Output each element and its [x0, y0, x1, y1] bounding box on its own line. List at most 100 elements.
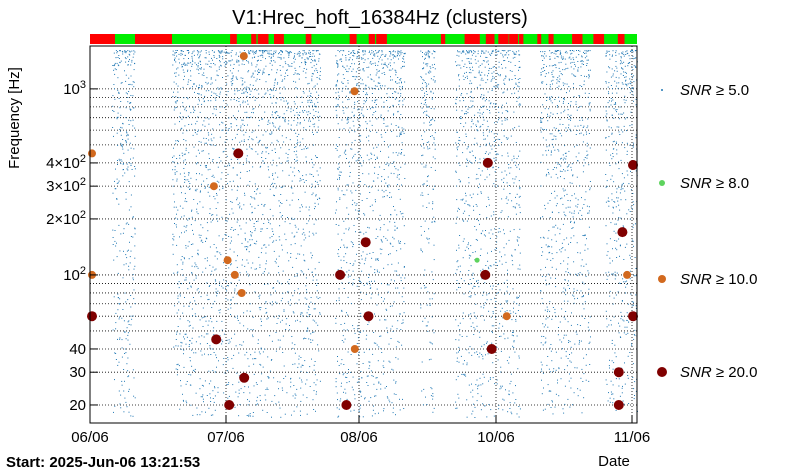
noise-dot — [203, 120, 205, 122]
noise-dot — [297, 73, 299, 75]
noise-dot — [433, 332, 435, 334]
noise-dot — [258, 68, 260, 70]
noise-dot — [464, 72, 465, 74]
noise-dot — [298, 199, 299, 201]
noise-dot — [487, 79, 489, 81]
noise-dot — [544, 408, 546, 410]
noise-dot — [390, 79, 391, 81]
noise-dot — [566, 83, 568, 85]
noise-dot — [210, 380, 212, 382]
noise-dot — [184, 107, 186, 109]
noise-dot — [550, 151, 552, 153]
noise-dot — [356, 203, 358, 205]
noise-dot — [399, 135, 400, 137]
noise-dot — [369, 205, 371, 207]
noise-dot — [314, 208, 315, 210]
noise-dot — [560, 55, 562, 57]
noise-dot — [491, 342, 493, 344]
noise-dot — [120, 114, 122, 116]
noise-dot — [338, 299, 340, 301]
noise-dot — [281, 319, 283, 321]
noise-dot — [339, 198, 341, 200]
noise-dot — [482, 268, 484, 270]
noise-dot — [308, 231, 310, 233]
noise-dot — [273, 53, 275, 55]
noise-dot — [313, 115, 315, 117]
noise-dot — [367, 76, 369, 78]
noise-dot — [586, 142, 588, 144]
noise-dot — [246, 155, 248, 157]
noise-dot — [134, 303, 136, 305]
noise-dot — [257, 70, 259, 72]
noise-dot — [362, 330, 364, 332]
noise-dot — [179, 121, 180, 123]
noise-dot — [392, 236, 394, 238]
noise-dot — [208, 286, 210, 287]
noise-dot — [336, 85, 338, 87]
noise-dot — [230, 201, 232, 202]
noise-dot — [199, 100, 200, 102]
noise-dot — [516, 166, 518, 168]
noise-dot — [128, 388, 130, 390]
noise-dot — [213, 334, 215, 336]
noise-dot — [468, 50, 470, 52]
noise-dot — [235, 54, 237, 56]
noise-dot — [470, 325, 472, 327]
noise-dot — [371, 257, 373, 259]
noise-dot — [354, 103, 356, 105]
noise-dot — [463, 97, 465, 99]
noise-dot — [340, 171, 342, 173]
noise-dot — [476, 142, 478, 144]
noise-dot — [562, 56, 564, 58]
noise-dot — [274, 79, 276, 81]
noise-dot — [548, 172, 549, 173]
noise-dot — [387, 176, 389, 178]
noise-dot — [183, 63, 185, 65]
noise-dot — [301, 149, 303, 150]
noise-dot — [548, 173, 550, 175]
noise-dot — [247, 60, 249, 62]
noise-dot — [257, 60, 258, 62]
noise-dot — [468, 296, 470, 298]
noise-dot — [311, 358, 312, 360]
noise-dot — [377, 55, 379, 57]
noise-dot — [210, 138, 212, 140]
noise-dot — [249, 413, 251, 415]
noise-dot — [376, 388, 378, 390]
noise-dot — [301, 312, 303, 314]
noise-dot — [265, 246, 267, 248]
noise-dot — [479, 336, 481, 338]
noise-dot — [302, 228, 304, 230]
noise-dot — [501, 142, 503, 144]
noise-dot — [302, 315, 304, 317]
noise-dot — [433, 244, 435, 246]
noise-dot — [176, 158, 178, 159]
noise-dot — [114, 64, 116, 66]
noise-dot — [201, 384, 203, 386]
noise-dot — [213, 327, 215, 329]
noise-dot — [283, 117, 285, 119]
noise-dot — [216, 180, 218, 182]
noise-dot — [172, 179, 174, 181]
noise-dot — [256, 89, 258, 91]
noise-dot — [270, 89, 272, 91]
noise-dot — [562, 154, 564, 156]
noise-dot — [567, 114, 569, 116]
noise-dot — [257, 403, 259, 405]
noise-dot — [420, 304, 422, 306]
noise-dot — [258, 297, 260, 299]
noise-dot — [260, 380, 262, 382]
noise-dot — [290, 51, 292, 53]
noise-dot — [207, 63, 209, 65]
noise-dot — [490, 80, 492, 82]
noise-dot — [500, 387, 502, 389]
noise-dot — [265, 263, 267, 265]
noise-dot — [314, 70, 316, 72]
noise-dot — [404, 178, 406, 179]
noise-dot — [583, 265, 585, 267]
noise-dot — [357, 337, 359, 339]
noise-dot — [277, 339, 279, 341]
noise-dot — [425, 83, 427, 85]
noise-dot — [390, 69, 392, 71]
noise-dot — [294, 55, 295, 57]
